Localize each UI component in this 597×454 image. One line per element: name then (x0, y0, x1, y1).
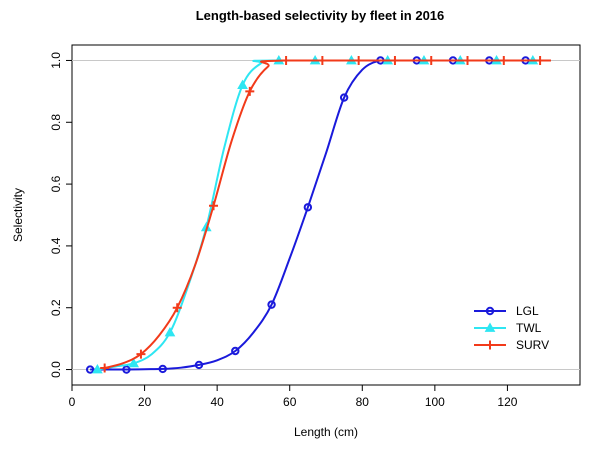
data-point-surv (245, 86, 255, 96)
x-tick-label: 120 (497, 395, 517, 409)
data-point-surv (390, 55, 400, 65)
data-point-lgl (231, 346, 240, 356)
x-tick-label: 40 (210, 395, 224, 409)
y-tick-label: 0.8 (49, 114, 63, 131)
data-point-twl (237, 79, 248, 90)
data-point-lgl (85, 365, 95, 374)
x-axis: 0 20 40 60 80 100 120 (69, 384, 518, 409)
x-tick-label: 60 (283, 395, 297, 409)
data-point-surv (499, 55, 509, 65)
legend-label-lgl: LGL (516, 304, 539, 318)
legend-label-twl: TWL (516, 321, 542, 335)
series-line-surv (104, 59, 551, 369)
data-point-lgl (122, 365, 131, 374)
legend-entry-lgl: LGL (474, 304, 539, 318)
legend-entry-twl: TWL (474, 321, 542, 335)
data-point-surv (354, 55, 364, 65)
legend-marker-twl (484, 322, 496, 332)
y-tick-label: 0.2 (49, 299, 63, 316)
series-line-lgl (90, 59, 551, 371)
series-group (85, 54, 551, 374)
y-tick-label: 0.6 (49, 175, 63, 192)
x-tick-label: 80 (356, 395, 370, 409)
data-point-surv (317, 55, 327, 65)
data-point-surv (463, 55, 473, 65)
series-surv (100, 55, 551, 373)
data-point-lgl (267, 300, 276, 309)
legend-label-surv: SURV (516, 338, 549, 352)
data-point-lgl (194, 360, 204, 370)
x-tick-label: 100 (425, 395, 445, 409)
x-tick-label: 20 (138, 395, 152, 409)
legend-marker-lgl (485, 306, 495, 316)
data-point-lgl (303, 203, 313, 212)
data-point-surv (535, 55, 545, 65)
x-tick-label: 0 (69, 395, 76, 409)
reference-lines (72, 59, 580, 371)
y-axis-label: Selectivity (11, 188, 25, 242)
data-point-lgl (339, 93, 349, 102)
legend-entry-surv: SURV (474, 338, 549, 352)
series-twl (92, 54, 551, 374)
data-point-surv (136, 349, 146, 359)
data-point-surv (100, 363, 110, 373)
plot-frame (71, 44, 581, 386)
y-tick-label: 0.4 (49, 237, 63, 254)
x-axis-label: Length (cm) (294, 425, 358, 439)
legend: LGL TWL SURV (474, 304, 549, 352)
data-point-twl (92, 364, 103, 374)
y-axis: 0.0 0.2 0.4 0.6 0.8 1.0 (49, 52, 72, 378)
y-tick-label: 0.0 (49, 361, 63, 378)
chart-title: Length-based selectivity by fleet in 201… (196, 8, 445, 23)
data-point-surv (426, 55, 436, 65)
data-point-lgl (158, 364, 167, 374)
legend-marker-surv (485, 340, 495, 350)
data-point-twl (164, 326, 176, 337)
y-tick-label: 1.0 (49, 52, 63, 69)
data-point-surv (209, 201, 219, 211)
series-lgl (85, 56, 551, 374)
data-point-twl (128, 357, 140, 368)
series-line-twl (97, 59, 551, 371)
data-point-surv (281, 55, 291, 65)
data-point-surv (172, 303, 182, 313)
